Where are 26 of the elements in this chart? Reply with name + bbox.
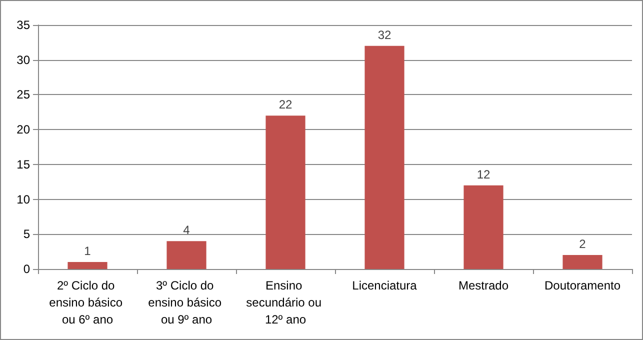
data-label: 1 (84, 244, 92, 258)
bar (266, 116, 306, 269)
data-label: 4 (183, 223, 190, 238)
y-tick-label: 15 (16, 157, 30, 172)
y-tick-label: 20 (16, 122, 30, 137)
bar (68, 262, 108, 269)
data-label: 12 (476, 167, 490, 182)
y-tick-label: 35 (16, 18, 30, 32)
data-label: 22 (278, 98, 292, 112)
x-tick-label: Licenciatura (352, 278, 418, 292)
x-tick-label: 3º Ciclo do ensino básico ou 9º ano (148, 278, 225, 326)
y-tick-label: 5 (23, 227, 30, 242)
bar (464, 185, 504, 269)
y-tick-label: 25 (16, 88, 30, 102)
bar (166, 241, 206, 269)
y-tick-label: 30 (16, 52, 30, 67)
y-tick-label: 10 (16, 192, 30, 206)
x-tick-label: 2º Ciclo do ensino básico ou 6º ano (49, 278, 126, 326)
x-tick-label: Mestrado (458, 278, 509, 292)
x-tick-label: Ensino secundário ou 12º ano (246, 278, 325, 326)
bar (562, 255, 602, 269)
y-tick-label: 0 (23, 262, 30, 276)
data-label: 32 (378, 28, 392, 42)
bar (364, 46, 404, 269)
data-label: 2 (579, 237, 586, 252)
x-tick-label: Doutoramento (544, 278, 621, 292)
